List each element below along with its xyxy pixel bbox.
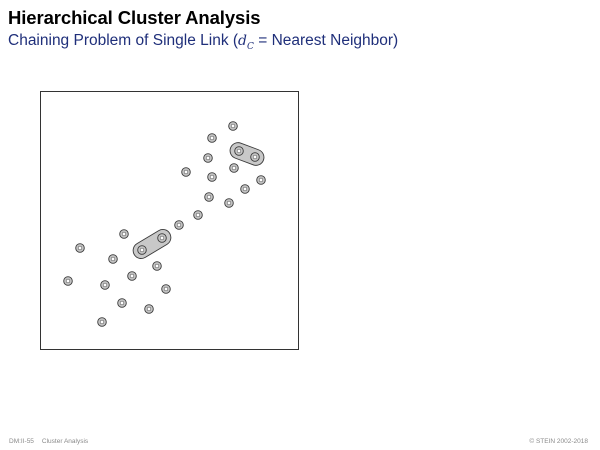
- data-point: [207, 133, 217, 143]
- slide-title: Hierarchical Cluster Analysis: [8, 7, 261, 28]
- data-point: [174, 220, 184, 230]
- data-point: [152, 261, 162, 271]
- slide-subtitle: Chaining Problem of Single Link (dC = Ne…: [8, 32, 398, 52]
- footer-left: DM:II-55 Cluster Analysis: [9, 438, 88, 445]
- data-point: [229, 163, 239, 173]
- data-point: [203, 153, 213, 163]
- data-point: [181, 167, 191, 177]
- data-point: [97, 317, 107, 327]
- data-point: [256, 175, 266, 185]
- footer-section: Cluster Analysis: [41, 438, 89, 445]
- data-point: [204, 192, 214, 202]
- data-point: [75, 243, 85, 253]
- data-point: [108, 254, 118, 264]
- subtitle-math-sub: C: [247, 41, 254, 52]
- data-point: [207, 172, 217, 182]
- data-point: [228, 121, 238, 131]
- figure-frame: [40, 91, 299, 350]
- data-point: [157, 233, 167, 243]
- data-point: [234, 146, 244, 156]
- footer-copyright: © STEIN 2002-2018: [529, 438, 588, 445]
- data-points: [63, 121, 266, 327]
- data-point: [224, 198, 234, 208]
- cluster-figure: [40, 91, 299, 350]
- data-point: [193, 210, 203, 220]
- subtitle-math: dC: [238, 33, 254, 52]
- data-point: [119, 229, 129, 239]
- data-point: [100, 280, 110, 290]
- data-point: [144, 304, 154, 314]
- data-point: [63, 276, 73, 286]
- data-point: [161, 284, 171, 294]
- data-point: [137, 245, 147, 255]
- data-point: [250, 152, 260, 162]
- data-point: [117, 298, 127, 308]
- footer-slide-number: DM:II-55: [9, 438, 34, 445]
- data-point: [127, 271, 137, 281]
- subtitle-prefix: Chaining Problem of Single Link (: [8, 32, 239, 49]
- subtitle-suffix: = Nearest Neighbor): [253, 32, 399, 49]
- data-point: [240, 184, 250, 194]
- subtitle-math-var: d: [238, 33, 248, 49]
